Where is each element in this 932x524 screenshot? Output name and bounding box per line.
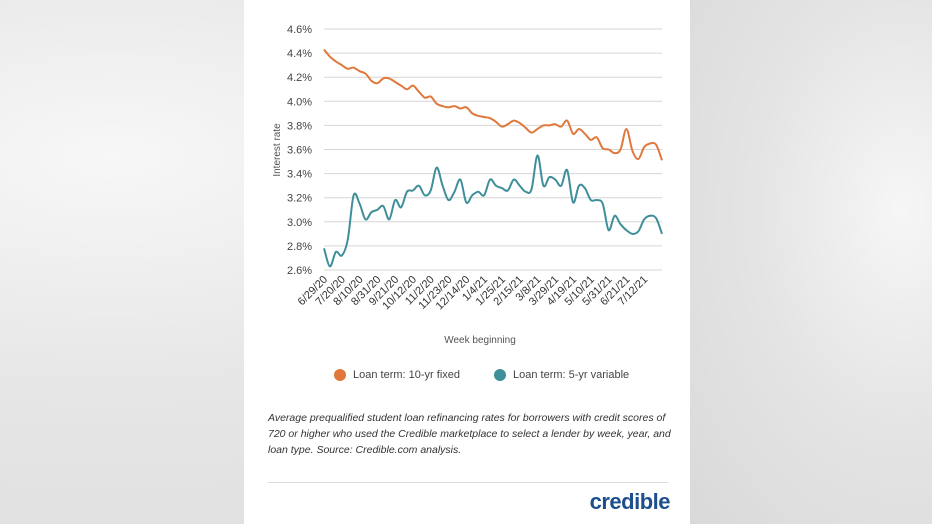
legend-item-10yr-fixed: Loan term: 10-yr fixed: [334, 369, 460, 381]
y-tick-label: 3.6%: [287, 145, 312, 157]
legend-label-10yr-fixed: Loan term: 10-yr fixed: [353, 369, 460, 381]
x-axis-ticks: 6/29/207/20/208/10/208/31/209/21/2010/12…: [296, 274, 651, 313]
y-tick-label: 4.4%: [287, 48, 312, 60]
series-lines: [323, 48, 663, 268]
x-axis-title: Week beginning: [444, 335, 516, 346]
grid-lines: [324, 28, 662, 271]
y-tick-label: 2.8%: [287, 241, 312, 253]
chart-caption: Average prequalified student loan refina…: [268, 412, 671, 456]
chart-card: 2.6% 2.8% 3.0% 3.2% 3.4% 3.6% 3.8% 4.0% 4.2% 4.4%…: [244, 0, 690, 524]
y-tick-label: 2.6%: [287, 265, 312, 277]
chart-legend: Loan term: 10-yr fixed Loan term: 5-yr v…: [334, 369, 654, 385]
y-axis-title: Interest rate: [272, 123, 283, 177]
y-tick-label: 4.2%: [287, 72, 312, 84]
y-tick-label: 3.8%: [287, 120, 312, 132]
line-chart: 2.6% 2.8% 3.0% 3.2% 3.4% 3.6% 3.8% 4.0% 4.2% 4.4%…: [272, 24, 663, 346]
y-tick-label: 4.0%: [287, 96, 312, 108]
series-line-5yr-variable: [323, 154, 663, 268]
y-tick-label: 3.2%: [287, 193, 312, 205]
legend-label-5yr-variable: Loan term: 5-yr variable: [513, 369, 630, 381]
series-line-10yr-fixed: [323, 48, 663, 161]
credible-logo: credible: [589, 489, 671, 514]
blurred-background-right: [690, 0, 932, 524]
y-tick-label: 3.0%: [287, 217, 312, 229]
y-tick-label: 3.4%: [287, 169, 312, 181]
legend-swatch-10yr-fixed: [334, 369, 346, 381]
y-axis-ticks: 2.6% 2.8% 3.0% 3.2% 3.4% 3.6% 3.8% 4.0% 4.2% 4.4%…: [287, 24, 312, 277]
divider: [268, 482, 668, 483]
legend-item-5yr-variable: Loan term: 5-yr variable: [494, 369, 629, 381]
y-tick-label: 4.6%: [287, 24, 312, 36]
legend-swatch-5yr-variable: [494, 369, 506, 381]
